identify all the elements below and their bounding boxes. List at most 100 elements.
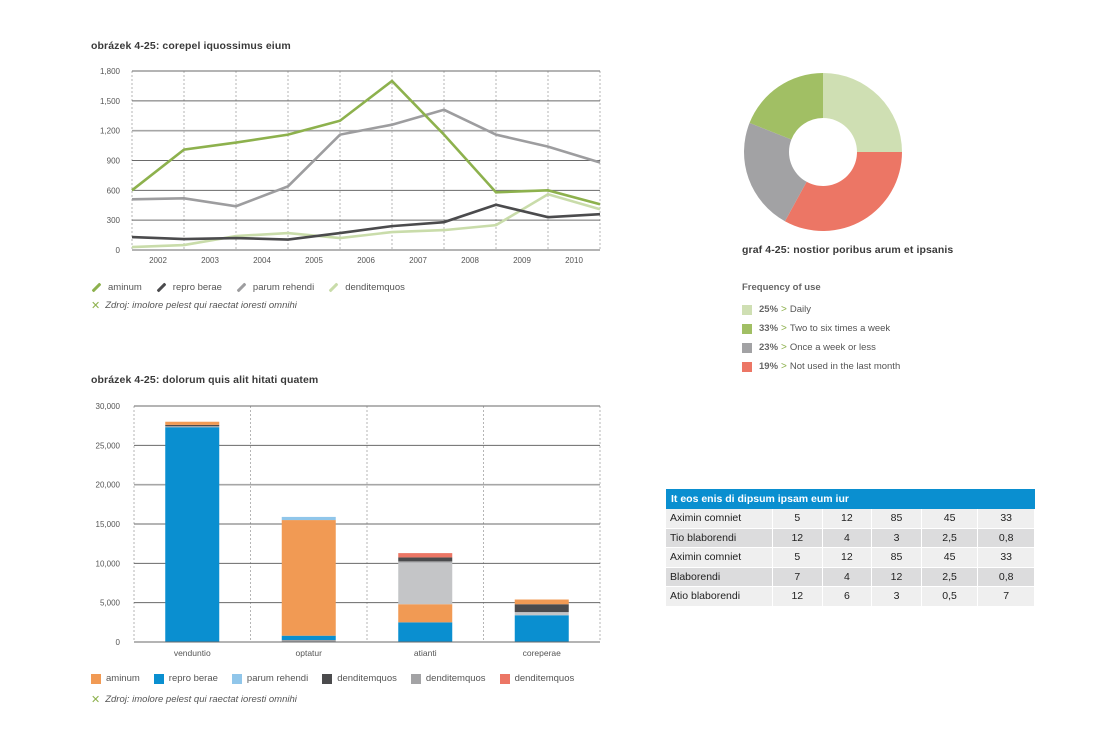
- value-cell: 12: [872, 567, 922, 587]
- bar-segment: [398, 557, 453, 562]
- legend-pct: 19%: [759, 361, 779, 372]
- table-title: It eos enis di dipsum ipsam eum iur: [666, 489, 1035, 509]
- value-cell: 12: [773, 528, 823, 548]
- legend-label: parum rehendi: [246, 673, 309, 684]
- legend-label: parum rehendi: [252, 282, 315, 293]
- bar-chart-source: ✕ Zdroj: imolore pelest qui raectat iore…: [91, 693, 297, 706]
- bar-segment: [514, 615, 569, 642]
- table-row: Aximin comniet 5 12 85 45 33: [666, 548, 1035, 568]
- legend-pct: 33%: [759, 323, 779, 334]
- legend-swatch-repro-berae: [156, 282, 167, 293]
- bar-chart: 0 5,000 10,000 15,000 20,000 25,000 30,000 vend…: [96, 402, 601, 658]
- x-tick-label: 2003: [201, 256, 219, 265]
- legend-item-denditemquos-gray: denditemquos: [410, 673, 486, 684]
- donut-slice-daily: [823, 73, 902, 152]
- y-tick-label: 10,000: [96, 559, 121, 568]
- series-line-parum-rehendi: [131, 108, 601, 208]
- legend-item-repro-berae: repro berae: [153, 673, 218, 684]
- legend-swatch: [742, 361, 752, 372]
- value-cell: 0,8: [978, 528, 1035, 548]
- bar-chart-title: obrázek 4-25: dolorum quis alit hitati q…: [91, 374, 319, 386]
- legend-item-denditemquos: denditemquos: [328, 282, 405, 293]
- donut-caption: graf 4-25: nostior poribus arum et ipsan…: [742, 244, 954, 256]
- value-cell: 7: [978, 587, 1035, 607]
- row-label-cell: Blaborendi: [666, 567, 773, 587]
- value-cell: 12: [773, 587, 823, 607]
- donut-legend-item: 25% > Daily: [742, 300, 900, 319]
- value-cell: 45: [921, 548, 979, 568]
- y-tick-label: 15,000: [96, 520, 121, 529]
- legend-pct: 25%: [759, 304, 779, 315]
- bar-segment: [514, 604, 569, 613]
- x-tick-label: venduntio: [174, 648, 211, 658]
- donut-legend-item: 19% > Not used in the last month: [742, 357, 900, 376]
- chevron-right-icon: >: [781, 361, 787, 372]
- y-tick-label: 25,000: [96, 441, 121, 450]
- bar-segment: [281, 640, 336, 642]
- value-cell: 0,5: [921, 587, 979, 607]
- y-tick-label: 0: [116, 638, 121, 647]
- bar-segment: [398, 553, 453, 558]
- y-tick-label: 0: [116, 246, 121, 255]
- legend-item-repro-berae: repro berae: [156, 282, 222, 293]
- chevron-right-icon: >: [781, 342, 787, 353]
- legend-swatch-parum-rehendi: [236, 282, 247, 293]
- legend-swatch: [153, 673, 164, 684]
- bar-segment: [165, 421, 220, 425]
- series-line-aminum: [131, 79, 601, 206]
- table-row: Blaborendi 7 4 12 2,5 0,8: [666, 567, 1035, 587]
- value-cell: 3: [872, 587, 922, 607]
- value-cell: 4: [822, 567, 873, 587]
- x-tick-label: optatur: [296, 648, 323, 658]
- table-row: Atio blaborendi 12 6 3 0,5 7: [666, 587, 1035, 607]
- legend-swatch: [742, 342, 752, 353]
- value-cell: 3: [872, 528, 922, 548]
- legend-label: denditemquos: [345, 282, 405, 293]
- y-tick-label: 20,000: [96, 481, 121, 490]
- x-tick-label: 2002: [149, 256, 167, 265]
- line-chart-source: ✕ Zdroj: imolore pelest qui raectat iore…: [91, 299, 297, 312]
- legend-item-aminum: aminum: [91, 673, 140, 684]
- value-cell: 2,5: [921, 567, 979, 587]
- line-chart-title: obrázek 4-25: corepel iquossimus eium: [91, 40, 291, 52]
- y-tick-label: 300: [107, 216, 121, 225]
- source-text: Zdroj: imolore pelest qui raectat iorest…: [105, 300, 297, 311]
- bar-segment: [165, 424, 220, 427]
- y-tick-label: 30,000: [96, 402, 121, 411]
- x-tick-label: coreperae: [523, 648, 562, 658]
- legend-label: Two to six times a week: [789, 323, 891, 334]
- value-cell: 12: [822, 548, 873, 568]
- y-tick-label: 5,000: [100, 599, 121, 608]
- legend-label: denditemquos: [425, 673, 486, 684]
- legend-pct: 23%: [759, 342, 779, 353]
- value-cell: 5: [773, 509, 823, 529]
- value-cell: 7: [773, 567, 823, 587]
- bar-segment: [398, 622, 453, 642]
- value-cell: 85: [872, 509, 922, 529]
- legend-label: Daily: [789, 304, 811, 315]
- value-cell: 2,5: [921, 528, 979, 548]
- donut-legend-title: Frequency of use: [742, 282, 821, 293]
- legend-swatch: [410, 673, 421, 684]
- value-cell: 5: [773, 548, 823, 568]
- legend-swatch-aminum: [91, 282, 102, 293]
- x-tick-label: 2004: [253, 256, 271, 265]
- bar-segment: [165, 426, 220, 428]
- x-mark-icon: ✕: [91, 694, 101, 706]
- table-row: Tio blaborendi 12 4 3 2,5 0,8: [666, 528, 1035, 548]
- bar-segment: [281, 516, 336, 521]
- legend-item-aminum: aminum: [91, 282, 142, 293]
- x-tick-label: 2008: [461, 256, 479, 265]
- legend-swatch: [742, 304, 752, 315]
- x-tick-label: 2006: [357, 256, 375, 265]
- value-cell: 0,8: [978, 567, 1035, 587]
- bar-segment: [398, 561, 453, 563]
- legend-label: Not used in the last month: [789, 361, 901, 372]
- chevron-right-icon: >: [781, 304, 787, 315]
- value-cell: 85: [872, 548, 922, 568]
- source-text: Zdroj: imolore pelest qui raectat iorest…: [105, 694, 297, 705]
- row-label-cell: Aximin comniet: [666, 548, 773, 568]
- y-tick-label: 900: [107, 157, 121, 166]
- legend-swatch: [91, 673, 101, 684]
- x-tick-label: 2007: [409, 256, 427, 265]
